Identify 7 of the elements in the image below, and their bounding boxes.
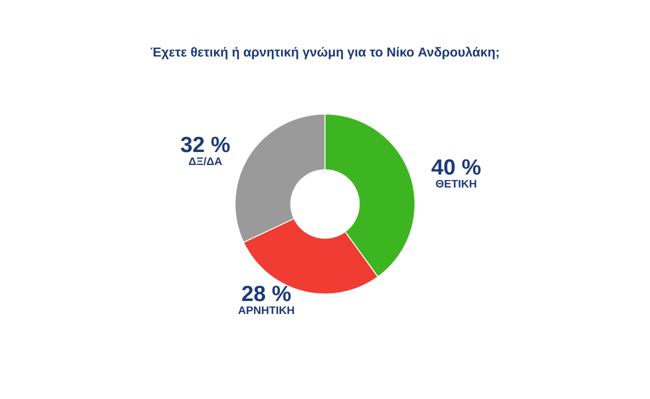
slice-label: ΑΡΝΗΤΙΚΗ [238,306,294,314]
slice-label: ΘΕΤΙΚΗ [436,180,476,188]
data-label: 40 % [432,159,481,175]
slice-label: ΔΞ/ΔΑ [188,157,222,166]
chart-title: Έχετε θετική ή αρνητική γνώμη για το Νίκο Ανδρουλάκη; [150,46,498,60]
data-label: 32 % [180,136,230,152]
data-label: 28 % [242,286,291,302]
